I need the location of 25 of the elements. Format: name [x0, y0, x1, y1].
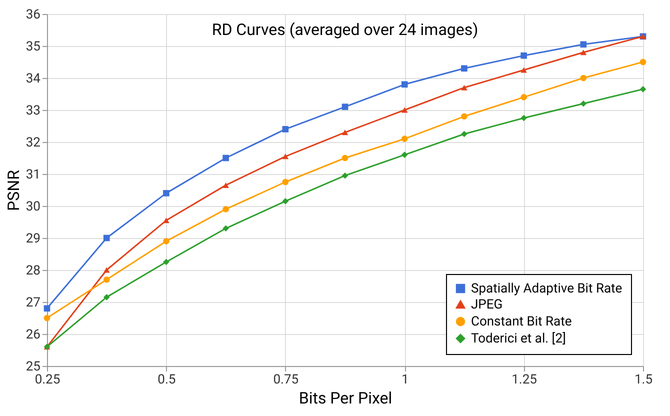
x-tick-label: 1.5 [634, 372, 653, 388]
y-axis-title: PSNR [4, 170, 23, 211]
y-tick-label: 28 [26, 264, 40, 278]
chart-title: RD Curves (averaged over 24 images) [212, 20, 478, 39]
x-tick-label: 0.25 [34, 372, 60, 388]
y-tick-label: 30 [26, 200, 40, 214]
y-tick-label: 31 [26, 168, 40, 182]
y-tick-label: 32 [26, 136, 40, 150]
x-tick-label: 0.5 [158, 372, 176, 388]
y-tick-label: 35 [26, 40, 40, 54]
legend-label: Toderici et al. [2] [471, 332, 566, 346]
y-tick-label: 33 [26, 104, 40, 118]
x-tick-label: 0.75 [273, 372, 299, 388]
x-tick-label: 1.25 [512, 372, 537, 388]
y-tick-label: 36 [26, 8, 40, 22]
legend-label: Spatially Adaptive Bit Rate [471, 282, 622, 296]
legend-label: JPEG [471, 298, 503, 312]
legend-label: Constant Bit Rate [471, 314, 572, 330]
x-tick-label: 1 [401, 372, 409, 388]
y-tick-label: 26 [26, 328, 40, 342]
y-tick-label: 34 [26, 72, 42, 86]
y-tick-label: 27 [26, 296, 40, 310]
y-tick-label: 25 [26, 360, 40, 374]
x-axis-title: Bits Per Pixel [298, 388, 392, 408]
y-tick-label: 29 [26, 232, 40, 246]
